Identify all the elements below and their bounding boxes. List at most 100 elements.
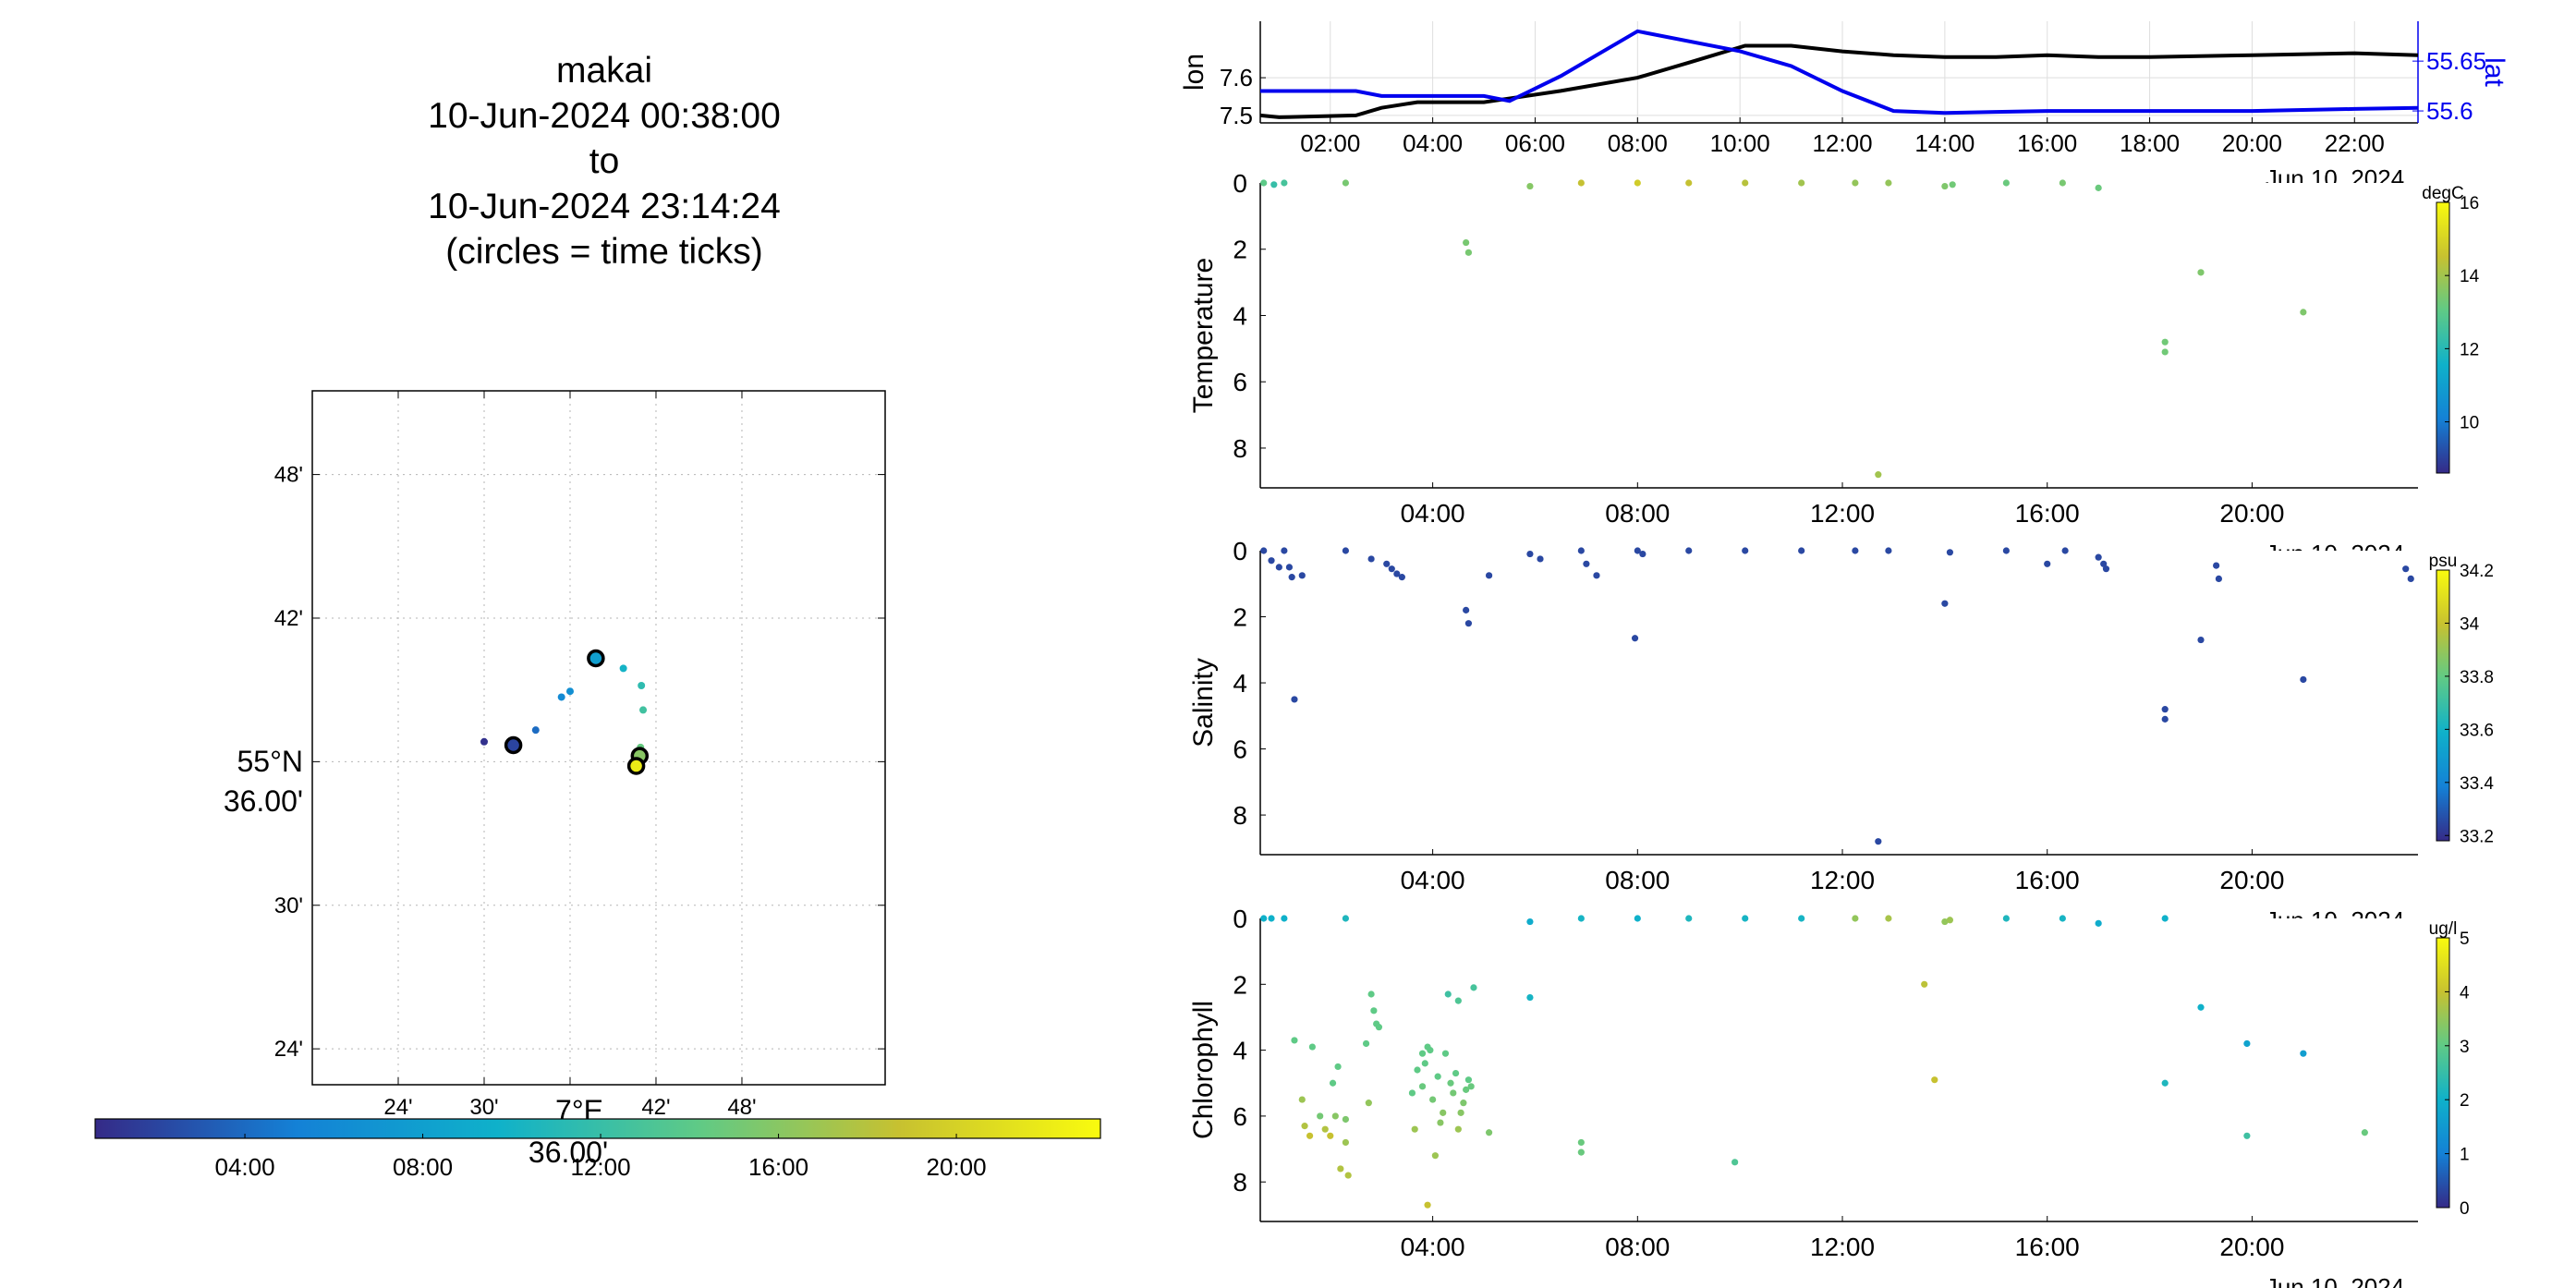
chlorophyll-data-point	[1454, 997, 1462, 1004]
chlorophyll-y-tick-label: 8	[1233, 1168, 1247, 1197]
temperature-data-point	[2059, 179, 2066, 187]
temperature-colorbar-tick-label: 16	[2460, 194, 2479, 213]
lonlat-x-tick-label: 18:00	[2120, 129, 2180, 157]
chlorophyll-colorbar-tick-label: 3	[2460, 1038, 2470, 1057]
chlorophyll-data-point	[1260, 915, 1268, 922]
salinity-data-point	[1291, 696, 1298, 703]
chlorophyll-data-point	[2059, 915, 2066, 922]
salinity-y-tick-label: 0	[1233, 537, 1247, 565]
temperature-data-point	[1685, 179, 1693, 187]
chlorophyll-data-point	[1327, 1132, 1334, 1139]
chlorophyll-data-point	[1454, 1125, 1462, 1133]
salinity-colorbar-tick-label: 33.8	[2460, 668, 2494, 687]
temperature-data-point	[1526, 182, 1534, 190]
chlorophyll-data-point	[1329, 1079, 1337, 1087]
temperature-data-point	[2300, 309, 2307, 316]
track-point	[639, 706, 648, 714]
chlorophyll-data-point	[1370, 1007, 1378, 1015]
temperature-data-point	[1742, 179, 1749, 187]
series-line-lat	[1260, 29, 2419, 115]
time-tick-circle	[626, 757, 646, 775]
salinity-data-point	[1639, 550, 1646, 558]
salinity-x-tick-label: 04:00	[1401, 866, 1465, 894]
lat-axis-label: lat	[2479, 57, 2509, 87]
temperature-data-point	[1463, 238, 1470, 247]
lonlat-x-tick-label: 12:00	[1812, 129, 1872, 157]
chlorophyll-axis-label: Chlorophyll	[1188, 1001, 1219, 1139]
map-lon-tick-label: 24'	[383, 1095, 412, 1120]
chlorophyll-data-point	[1452, 1069, 1460, 1077]
temperature-data-point	[1941, 182, 1949, 190]
temperature-data-point	[2002, 179, 2010, 187]
salinity-x-tick-label: 20:00	[2219, 866, 2284, 894]
temperature-colorbar	[2436, 201, 2450, 474]
temperature-data-point	[1852, 179, 1859, 187]
chlorophyll-data-point	[1577, 1138, 1585, 1147]
temperature-x-tick-label: 16:00	[2015, 499, 2080, 528]
map-lon-tick-label: 48'	[727, 1095, 756, 1120]
chlorophyll-data-point	[1447, 1079, 1454, 1087]
chlorophyll-data-point	[1463, 1086, 1470, 1093]
chlorophyll-data-point	[1301, 1123, 1308, 1130]
chlorophyll-colorbar-tick-label: 1	[2460, 1146, 2470, 1165]
temperature-data-point	[1260, 179, 1268, 187]
chlorophyll-data-point	[1457, 1109, 1464, 1116]
salinity-data-point	[1941, 600, 1949, 607]
salinity-colorbar-tick-label: 33.2	[2460, 827, 2494, 846]
temperature-colorbar-tick-label: 12	[2460, 340, 2479, 359]
chlorophyll-data-point	[1411, 1125, 1418, 1133]
salinity-data-point	[2061, 547, 2069, 554]
salinity-data-point	[1275, 564, 1282, 571]
chlorophyll-data-point	[1470, 984, 1477, 991]
map-frame	[311, 390, 886, 1086]
salinity-data-point	[2100, 560, 2108, 567]
chlorophyll-data-point	[1317, 1112, 1324, 1120]
track-point	[565, 687, 574, 696]
chlorophyll-data-point	[1334, 1063, 1342, 1071]
salinity-colorbar	[2436, 569, 2450, 842]
chlorophyll-data-point	[1367, 990, 1375, 998]
map-lat-tick-label: 42'	[274, 606, 303, 631]
chlorophyll-data-point	[1291, 1037, 1298, 1044]
chlorophyll-y-tick-label: 4	[1233, 1037, 1247, 1065]
chlorophyll-data-point	[1931, 1076, 1938, 1084]
title-line-start: 10-Jun-2024 00:38:00	[428, 96, 781, 136]
chlorophyll-data-point	[1331, 1112, 1339, 1120]
map-lon-tick-label: 30'	[469, 1095, 498, 1120]
time-colorbar-tick-label: 16:00	[748, 1153, 808, 1181]
map-lat-center-label: 55°N	[237, 745, 304, 778]
temperature-x-tick-label: 04:00	[1401, 499, 1465, 528]
salinity-colorbar-tick-label: 33.4	[2460, 774, 2494, 794]
chlorophyll-data-point	[1408, 1089, 1416, 1097]
track-point	[638, 682, 646, 690]
chlorophyll-data-point	[1460, 1100, 1467, 1107]
chlorophyll-data-point	[1742, 915, 1749, 922]
temperature-y-tick-label: 6	[1233, 368, 1247, 396]
salinity-plot-area	[1260, 551, 2418, 855]
chlorophyll-data-point	[1467, 1083, 1475, 1090]
chlorophyll-data-point	[2300, 1050, 2307, 1057]
chlorophyll-data-point	[1437, 1119, 1444, 1126]
temperature-data-point	[1281, 179, 1288, 187]
series-line-lon	[1259, 43, 2419, 119]
salinity-data-point	[1634, 547, 1641, 554]
salinity-data-point	[1631, 635, 1639, 642]
lonlat-x-tick-label: 02:00	[1300, 129, 1360, 157]
map-lat-tick-label: 48'	[274, 463, 303, 488]
chlorophyll-data-point	[1732, 1159, 1739, 1166]
chlorophyll-data-point	[2161, 1079, 2169, 1087]
chlorophyll-data-point	[1450, 1089, 1457, 1097]
chlorophyll-data-point	[1306, 1132, 1314, 1139]
chlorophyll-data-point	[1342, 915, 1349, 922]
salinity-data-point	[1577, 547, 1585, 554]
temperature-x-tick-label: 12:00	[1810, 499, 1875, 528]
temperature-x-tick-label: 08:00	[1605, 499, 1670, 528]
salinity-data-point	[2407, 575, 2414, 582]
chlorophyll-data-point	[1418, 1050, 1427, 1057]
salinity-colorbar-tick-label: 34	[2460, 614, 2480, 634]
salinity-y-tick-label: 2	[1233, 603, 1247, 632]
chlorophyll-data-point	[2361, 1129, 2368, 1136]
chlorophyll-colorbar-tick-label: 0	[2460, 1199, 2470, 1219]
salinity-data-point	[1342, 547, 1349, 554]
salinity-colorbar-units: psu	[2429, 552, 2458, 571]
